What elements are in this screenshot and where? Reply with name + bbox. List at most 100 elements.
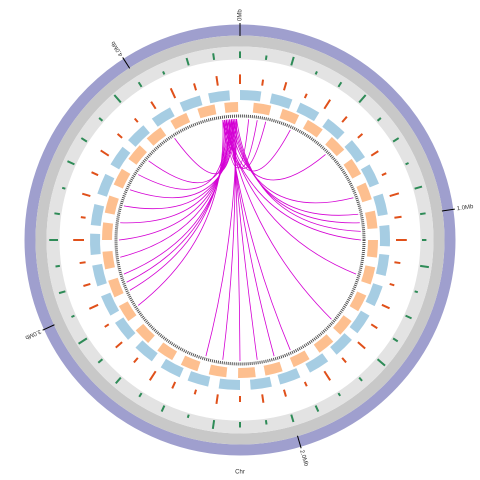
track-bar [212, 53, 216, 60]
track-bar [55, 264, 60, 268]
track-bar [394, 261, 401, 265]
link [120, 119, 231, 258]
track-bar [116, 133, 123, 139]
track-bar [303, 93, 308, 99]
track-bar [160, 405, 166, 412]
track-bar [61, 186, 66, 190]
link [230, 119, 258, 360]
track-bar [113, 94, 122, 104]
track-bar [420, 212, 426, 216]
gene-segment [360, 164, 379, 188]
track-bar [323, 99, 332, 110]
track-bar [80, 137, 88, 143]
track-bar [186, 414, 190, 419]
gene-segment [313, 334, 334, 353]
gene-segment [366, 240, 378, 258]
track-bar [389, 192, 400, 198]
track-bar [414, 185, 423, 190]
gray-ring [35, 35, 445, 445]
track-bar [392, 137, 400, 143]
gene-segment [197, 104, 217, 119]
track-bar [405, 162, 409, 166]
track-bar [71, 314, 75, 318]
track-bar [405, 314, 412, 320]
track-bar [215, 75, 219, 86]
gene-segment [218, 378, 240, 390]
track-bar [162, 71, 166, 75]
gene-segment [344, 140, 366, 163]
gene-segment [373, 193, 388, 217]
gene-segment [238, 367, 256, 378]
link [222, 120, 362, 241]
gene-segment [356, 182, 372, 203]
gene-segment [135, 340, 158, 362]
track-bar [67, 160, 75, 166]
gene-segment [379, 225, 390, 247]
track-bar [115, 376, 122, 385]
track-bar [185, 57, 190, 66]
track-bar [357, 133, 364, 139]
gene-segment [208, 90, 231, 104]
track-bar [381, 172, 387, 177]
track-bar [337, 392, 342, 397]
gene-segment [305, 353, 329, 373]
track-bar [264, 55, 268, 60]
track-bar [376, 358, 386, 367]
tick-label: 0Mb [238, 9, 244, 21]
link [232, 119, 359, 216]
tick-mark [296, 435, 302, 449]
track-bar [100, 149, 110, 157]
link [222, 119, 250, 169]
link [205, 119, 237, 357]
gene-segment [118, 301, 137, 322]
link [230, 119, 354, 204]
track-bar [58, 290, 66, 295]
gene-segment [101, 292, 120, 316]
track-bar [290, 56, 295, 66]
link [236, 118, 361, 232]
tick-label: 2.0Mb [298, 449, 309, 467]
gene-segment [296, 102, 320, 122]
gene-segment [157, 342, 178, 361]
track-bar [392, 337, 399, 343]
track-bar [323, 370, 332, 381]
track-bar [341, 116, 348, 123]
gene-segment [151, 107, 175, 127]
track-bar [98, 117, 104, 122]
link [138, 119, 227, 190]
track-bar [54, 212, 60, 216]
tick-label: 1.0Mb [456, 204, 474, 212]
link [222, 119, 236, 360]
track-bar [389, 282, 395, 287]
gene-segment [114, 317, 136, 340]
track-bar [358, 376, 363, 382]
link [137, 120, 224, 306]
gene-segment [180, 355, 201, 372]
gene-segment [208, 364, 228, 378]
link [129, 119, 237, 199]
track-bar [282, 389, 287, 397]
gene-segment [160, 358, 184, 378]
track-bar [104, 323, 110, 328]
gene-segment [349, 291, 367, 312]
link [229, 119, 275, 357]
gene-segment [325, 137, 345, 157]
gene-segment [249, 376, 272, 390]
gene-segment [224, 102, 239, 113]
axis-label: Chr [235, 470, 245, 476]
gene-segment [113, 168, 131, 189]
gene-segment [179, 95, 203, 112]
track-bar [314, 71, 318, 75]
track-bar [264, 420, 268, 425]
tick-label: 4.0Mb [110, 39, 124, 57]
track-bar [78, 337, 88, 345]
track-bar [148, 370, 157, 381]
track-bar [314, 405, 320, 412]
track-bar [337, 81, 343, 88]
inner-ring [114, 114, 366, 366]
gene-segment [365, 210, 378, 230]
gene-segment [108, 277, 124, 298]
link [129, 119, 225, 291]
gene-segment [365, 283, 383, 307]
gene-segment [375, 253, 390, 277]
